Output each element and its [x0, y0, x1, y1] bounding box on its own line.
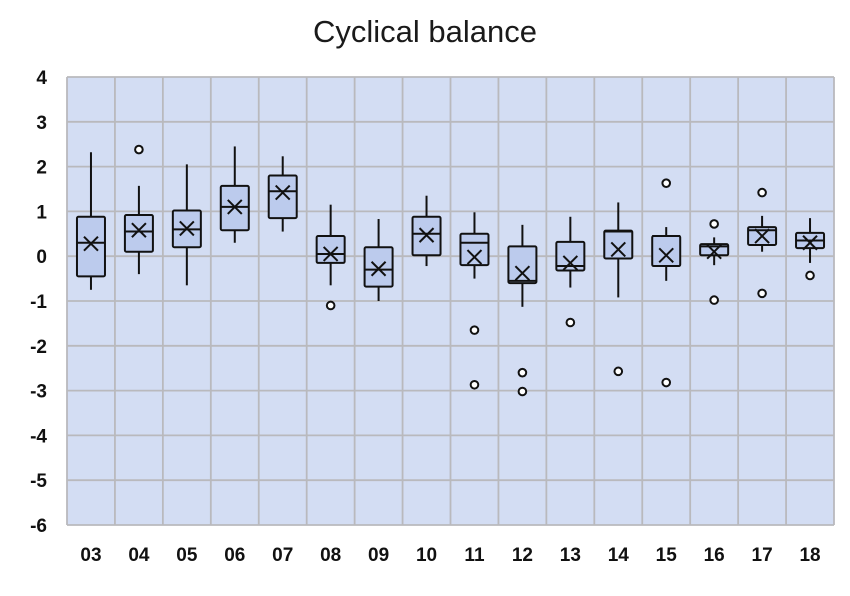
- box-14: [603, 202, 634, 377]
- box-iqr: [459, 232, 490, 267]
- box-iqr: [267, 174, 298, 220]
- mean-marker: [514, 265, 531, 281]
- outlier-point: [661, 178, 672, 188]
- chart-title: Cyclical balance: [313, 14, 537, 49]
- outlier-point: [517, 367, 528, 378]
- outlier-point: [517, 386, 528, 397]
- y-tick-label: 4: [36, 68, 47, 89]
- mean-marker: [83, 235, 99, 252]
- mean-marker: [466, 249, 483, 265]
- y-tick-label: -3: [30, 382, 47, 403]
- box-iqr: [603, 229, 634, 260]
- x-tick-label: 10: [416, 545, 437, 566]
- y-tick-label: 1: [36, 202, 47, 223]
- y-tick-label: -2: [30, 337, 47, 358]
- mean-marker: [610, 241, 626, 258]
- mean-marker: [706, 244, 722, 260]
- box-iqr: [651, 235, 682, 268]
- box-13: [555, 216, 586, 328]
- box-07: [267, 156, 298, 232]
- box-06: [219, 146, 250, 243]
- x-tick-label: 14: [608, 545, 630, 566]
- outlier-point: [709, 295, 719, 305]
- box-11: [459, 212, 490, 390]
- mean-marker: [370, 261, 387, 277]
- x-tick-label: 18: [799, 545, 820, 566]
- outlier-point: [805, 270, 815, 281]
- box-iqr: [555, 240, 586, 272]
- mean-marker: [322, 246, 339, 262]
- outlier-point: [469, 379, 480, 390]
- mean-marker: [131, 222, 147, 238]
- y-tick-label: -5: [30, 471, 47, 492]
- y-tick-label: -6: [30, 516, 47, 537]
- x-tick-label: 13: [560, 545, 581, 566]
- box-05: [171, 164, 202, 286]
- grid-lines: [66, 76, 835, 526]
- y-tick-label: 2: [36, 158, 47, 179]
- box-15: [651, 178, 682, 388]
- x-tick-label: 05: [176, 545, 198, 566]
- outlier-point: [757, 288, 767, 299]
- x-tick-label: 15: [656, 545, 678, 566]
- x-tick-label: 07: [272, 545, 293, 566]
- y-tick-label: 3: [36, 113, 47, 134]
- x-tick-label: 03: [80, 545, 101, 566]
- outlier-point: [709, 219, 719, 229]
- box-16: [699, 219, 730, 305]
- outlier-point: [757, 187, 767, 198]
- mean-marker: [754, 228, 770, 244]
- x-tick-label: 06: [224, 545, 245, 566]
- box-series: [75, 144, 826, 397]
- x-axis-tick-labels: 03 04 05 06 07 08 09 10 11 12 13 14 15 16 17 18: [80, 545, 820, 566]
- mean-marker: [418, 227, 435, 243]
- x-tick-label: 17: [752, 545, 773, 566]
- y-axis-tick-labels: 4 3 2 1 0 -1 -2 -3 -4 -5 -6: [30, 68, 47, 537]
- outlier-point: [565, 317, 576, 328]
- box-iqr: [75, 215, 106, 278]
- x-tick-label: 09: [368, 545, 389, 566]
- box-iqr: [315, 235, 346, 264]
- mean-marker: [227, 199, 243, 215]
- x-tick-label: 11: [464, 545, 485, 566]
- y-tick-label: -4: [30, 426, 47, 447]
- outlier-point: [134, 144, 144, 155]
- mean-marker: [562, 255, 579, 271]
- outlier-point: [613, 366, 624, 377]
- mean-marker: [179, 220, 195, 237]
- x-tick-label: 16: [704, 545, 725, 566]
- box-09: [363, 219, 394, 301]
- outlier-point: [325, 300, 336, 311]
- box-iqr: [123, 213, 154, 253]
- mean-marker: [658, 247, 674, 264]
- x-tick-label: 12: [512, 545, 533, 566]
- outlier-point: [661, 377, 672, 388]
- outlier-point: [469, 325, 480, 335]
- box-17: [747, 187, 778, 299]
- box-iqr: [363, 246, 394, 288]
- box-iqr: [507, 245, 538, 285]
- x-tick-label: 08: [320, 545, 341, 566]
- box-12: [507, 224, 538, 397]
- y-tick-label: 0: [36, 247, 47, 268]
- box-18: [795, 218, 826, 281]
- y-tick-label: -1: [30, 292, 47, 313]
- box-03: [75, 152, 106, 290]
- box-04: [123, 144, 154, 275]
- mean-marker: [802, 235, 818, 251]
- box-08: [315, 204, 346, 311]
- box-10: [411, 195, 442, 267]
- mean-marker: [275, 184, 291, 201]
- x-tick-label: 04: [128, 545, 150, 566]
